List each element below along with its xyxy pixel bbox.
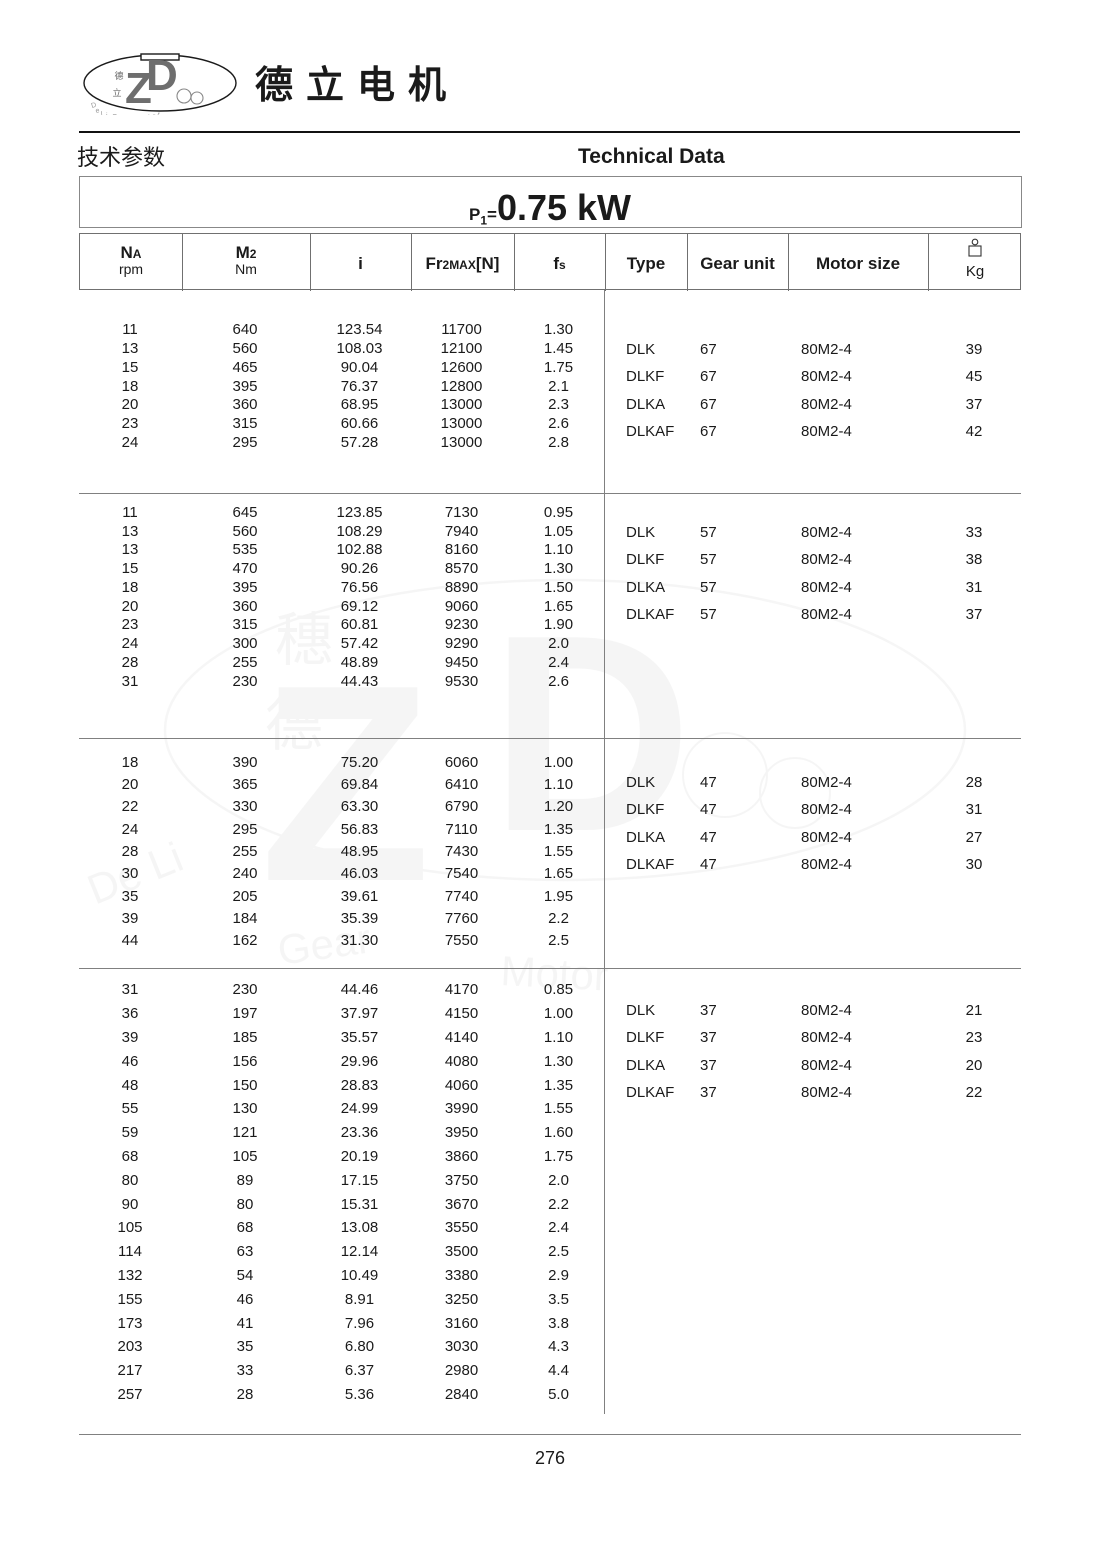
svg-text:G: G [112,114,117,115]
svg-text:t: t [148,114,150,115]
svg-text:德: 德 [114,70,123,81]
svg-text:i: i [106,113,108,115]
svg-text:立: 立 [112,87,121,98]
svg-text:Z: Z [125,64,152,113]
svg-text:L: L [100,111,105,115]
svg-text:o: o [152,113,157,115]
